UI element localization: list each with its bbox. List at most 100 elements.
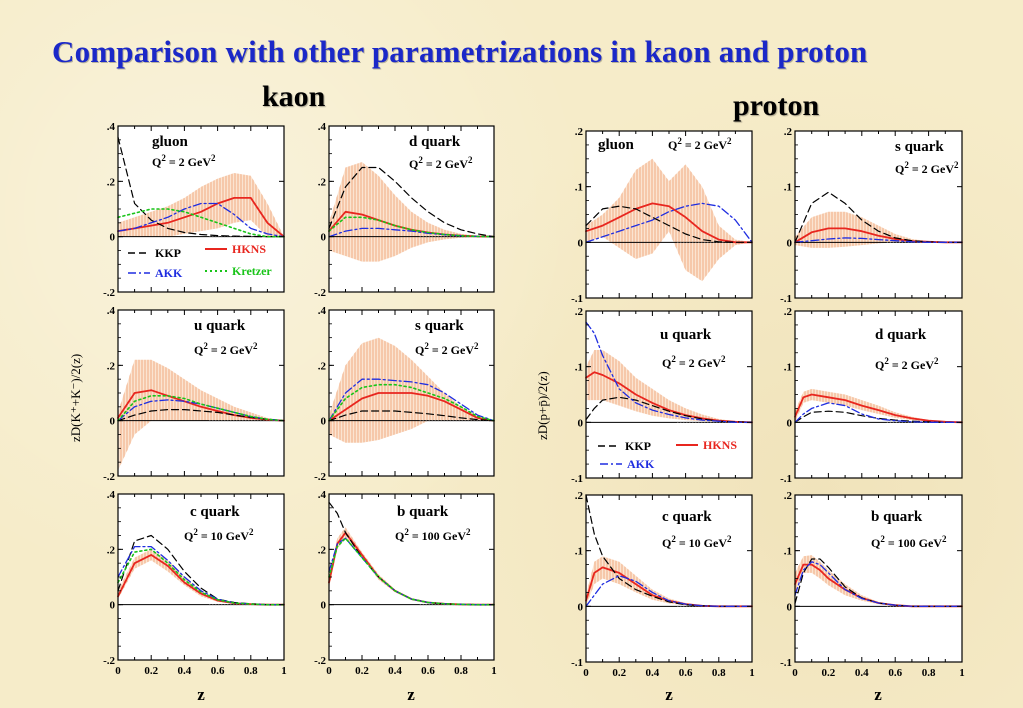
parton-label: b quark bbox=[397, 504, 449, 520]
uncertainty-band bbox=[329, 527, 494, 605]
panel-proton-s-quark: -.1 0 .1 .2 s quark Q2 = 2 GeV2 bbox=[780, 126, 963, 305]
y-tick-label: 0 bbox=[578, 601, 584, 613]
uncertainty-band bbox=[795, 388, 962, 423]
x-tick-label: 0.2 bbox=[355, 665, 369, 677]
y-tick-label: .2 bbox=[318, 360, 327, 372]
x-axis-label: z bbox=[665, 685, 673, 704]
slide-title: Comparison with other parametrizations i… bbox=[52, 34, 868, 69]
uncertainty-band bbox=[586, 350, 752, 423]
x-tick-label: 0 bbox=[792, 667, 798, 679]
legend-label: KKP bbox=[625, 439, 651, 453]
x-tick-label: 0.8 bbox=[922, 667, 936, 679]
panel-proton-u-quark: -.1 0 .1 .2 u quark Q2 = 2 GeV2 bbox=[571, 306, 753, 485]
y-tick-label: 0 bbox=[787, 237, 793, 249]
x-tick-label: 0.4 bbox=[646, 667, 660, 679]
panel-proton-d-quark: -.1 0 .1 .2 d quark Q2 = 2 GeV2 bbox=[780, 306, 963, 485]
series-line-akk bbox=[117, 202, 285, 238]
series-line-kretzer bbox=[328, 383, 495, 422]
y-tick-label: -.1 bbox=[571, 293, 583, 305]
y-tick-label: .4 bbox=[107, 305, 116, 317]
q2-label: Q2 = 100 GeV2 bbox=[395, 527, 471, 543]
series-line-hkns bbox=[117, 389, 285, 422]
y-tick-label: 0 bbox=[321, 232, 327, 244]
panel-background bbox=[329, 494, 494, 660]
parton-label: c quark bbox=[662, 509, 712, 525]
y-tick-label: .4 bbox=[318, 489, 327, 501]
x-tick-label: 0.8 bbox=[244, 665, 258, 677]
panel-background bbox=[795, 131, 962, 298]
series-line-kkp bbox=[117, 409, 285, 422]
y-tick-label: .2 bbox=[107, 360, 116, 372]
x-tick-label: 0.2 bbox=[612, 667, 626, 679]
y-tick-label: -.2 bbox=[314, 471, 326, 483]
y-tick-label: 0 bbox=[110, 600, 116, 612]
series-line-akk bbox=[794, 561, 963, 607]
series-line-akk bbox=[585, 575, 753, 607]
y-tick-label: 0 bbox=[110, 232, 116, 244]
y-tick-label: .2 bbox=[107, 544, 116, 556]
y-tick-label: 0 bbox=[787, 417, 793, 429]
legend-item-akk: AKK bbox=[128, 266, 183, 280]
q2-label: Q2 = 2 GeV2 bbox=[668, 136, 732, 152]
x-tick-label: 1 bbox=[281, 665, 287, 677]
y-tick-label: .1 bbox=[575, 182, 583, 194]
legend-item-kkp: KKP bbox=[128, 246, 181, 260]
x-tick-label: 0 bbox=[583, 667, 589, 679]
q2-label: Q2 = 2 GeV2 bbox=[875, 356, 939, 372]
parton-label: u quark bbox=[194, 318, 246, 334]
series-line-kretzer bbox=[328, 216, 495, 238]
x-axis-label: z bbox=[197, 685, 205, 704]
x-tick-label: 1 bbox=[491, 665, 497, 677]
series-line-kkp bbox=[117, 136, 285, 238]
kaon-y-axis-label: zD(K⁺+K⁻)/2(z) bbox=[68, 354, 83, 442]
y-tick-label: .2 bbox=[318, 544, 327, 556]
x-tick-label: 0.2 bbox=[144, 665, 158, 677]
series-line-akk bbox=[585, 321, 753, 423]
q2-label: Q2 = 2 GeV2 bbox=[662, 354, 726, 370]
parton-label: d quark bbox=[875, 327, 927, 343]
legend-item-akk: AKK bbox=[600, 457, 655, 471]
panel-kaon-s-quark: -.2 0 .2 .4 s quark Q2 = 2 GeV2 bbox=[314, 305, 495, 483]
x-tick-label: 0.8 bbox=[454, 665, 468, 677]
legend-item-kkp: KKP bbox=[598, 439, 651, 453]
proton-y-axis-label: zD(p+p̄)/2(z) bbox=[535, 371, 550, 440]
y-tick-label: 0 bbox=[321, 416, 327, 428]
x-tick-label: 0.6 bbox=[679, 667, 693, 679]
x-tick-label: 0 bbox=[115, 665, 121, 677]
y-tick-label: -.1 bbox=[780, 657, 792, 669]
x-tick-label: 0.4 bbox=[855, 667, 869, 679]
series-line-kkp bbox=[328, 410, 495, 422]
y-tick-label: .2 bbox=[784, 306, 793, 318]
series-line-akk bbox=[794, 402, 963, 423]
panel-kaon-gluon: -.2 0 .2 .4 gluon Q2 = 2 GeV2 bbox=[103, 121, 285, 299]
uncertainty-band bbox=[118, 549, 284, 605]
q2-label: Q2 = 10 GeV2 bbox=[184, 527, 254, 543]
y-tick-label: .2 bbox=[575, 126, 584, 138]
x-tick-label: 0.4 bbox=[178, 665, 192, 677]
parton-label: c quark bbox=[190, 504, 240, 520]
x-tick-label: 0.4 bbox=[388, 665, 402, 677]
x-tick-label: 0.6 bbox=[888, 667, 902, 679]
q2-label: Q2 = 2 GeV2 bbox=[409, 155, 473, 171]
y-tick-label: 0 bbox=[578, 417, 584, 429]
q2-label: Q2 = 2 GeV2 bbox=[895, 160, 959, 176]
parton-label: gluon bbox=[152, 134, 189, 150]
q2-label: Q2 = 2 GeV2 bbox=[194, 341, 258, 357]
series-line-hkns bbox=[117, 197, 285, 238]
y-tick-label: .2 bbox=[575, 306, 584, 318]
panel-kaon-u-quark: -.2 0 .2 .4 u quark Q2 = 2 GeV2 bbox=[103, 305, 285, 483]
parton-label: gluon bbox=[598, 137, 635, 153]
y-tick-label: .4 bbox=[107, 121, 116, 133]
y-tick-label: .1 bbox=[784, 362, 792, 374]
y-tick-label: 0 bbox=[321, 600, 327, 612]
x-tick-label: 1 bbox=[749, 667, 755, 679]
y-tick-label: -.2 bbox=[103, 287, 115, 299]
parton-label: s quark bbox=[895, 139, 944, 155]
y-tick-label: .1 bbox=[575, 362, 583, 374]
q2-label: Q2 = 10 GeV2 bbox=[662, 534, 732, 550]
uncertainty-band bbox=[586, 158, 752, 282]
series-line-kretzer bbox=[117, 395, 285, 422]
series-line-kkp bbox=[328, 166, 495, 238]
